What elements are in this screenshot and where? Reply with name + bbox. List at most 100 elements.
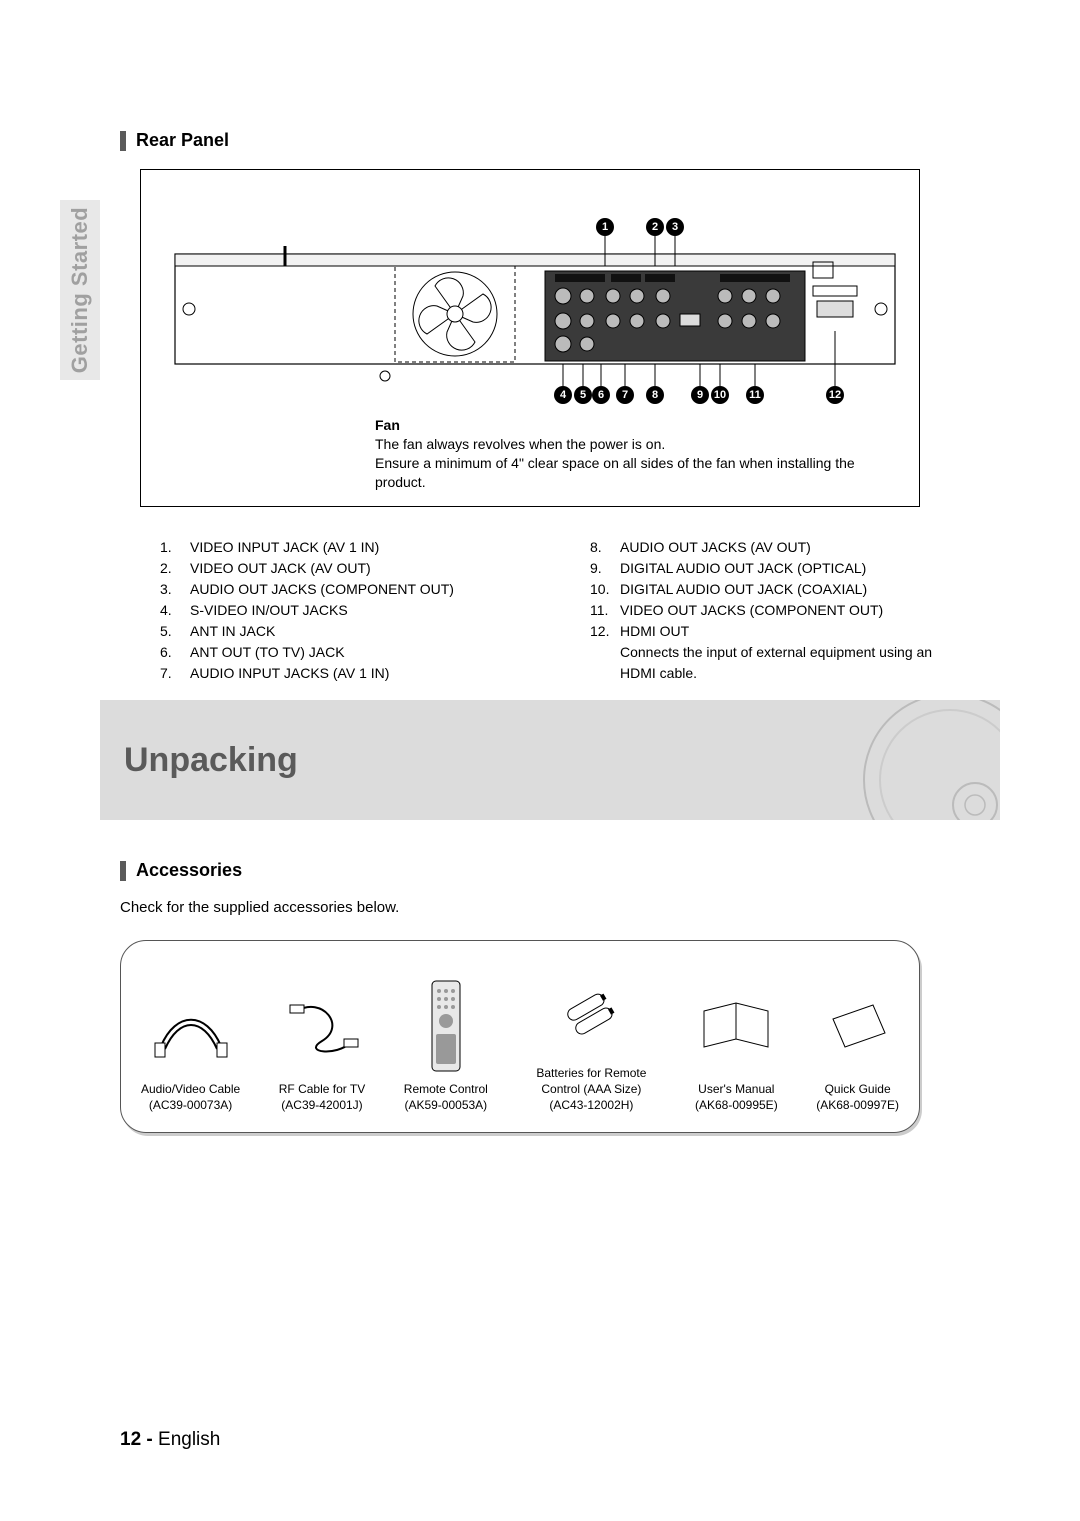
acc-name: Audio/Video Cable [141,1081,240,1097]
unpacking-band: Unpacking [100,700,1000,820]
acc-part: (AC43-12002H) [526,1097,656,1113]
jack-number: 12. [590,621,620,642]
jack-row: 7.AUDIO INPUT JACKS (AV 1 IN) [160,663,530,684]
acc-manual: User's Manual (AK68-00995E) [695,981,778,1113]
accessories-title: Accessories [136,860,242,881]
jack-number: 11. [590,600,620,621]
accessories-section: Accessories Check for the supplied acces… [120,860,1000,1133]
callout-12: 12 [826,386,844,404]
callout-1: 1 [596,218,614,236]
jack-text: Connects the input of external equipment… [620,642,960,684]
jack-number: 7. [160,663,190,684]
acc-batteries: Batteries for Remote Control (AAA Size) … [526,965,656,1114]
jack-number: 8. [590,537,620,558]
side-tab-label: Getting Started [67,207,93,373]
callout-8: 8 [646,386,664,404]
acc-rf-cable: RF Cable for TV (AC39-42001J) [279,981,365,1113]
callout-9: 9 [691,386,709,404]
jack-row: 1.VIDEO INPUT JACK (AV 1 IN) [160,537,530,558]
page-language: English [158,1429,220,1450]
callout-10: 10 [711,386,729,404]
callout-6: 6 [592,386,610,404]
jack-lists: 1.VIDEO INPUT JACK (AV 1 IN)2.VIDEO OUT … [160,537,1000,684]
accessories-intro: Check for the supplied accessories below… [120,899,1000,916]
jack-row: 5.ANT IN JACK [160,621,530,642]
jack-text: DIGITAL AUDIO OUT JACK (OPTICAL) [620,558,960,579]
acc-name: Batteries for Remote Control (AAA Size) [526,1065,656,1097]
av-cable-icon [141,981,240,1071]
side-tab: Getting Started [60,200,100,380]
jack-row: 12.HDMI OUT [590,621,960,642]
jack-number: 1. [160,537,190,558]
fan-text-1: The fan always revolves when the power i… [375,436,665,452]
jack-text: VIDEO OUT JACKS (COMPONENT OUT) [620,600,960,621]
jack-list-right: 8.AUDIO OUT JACKS (AV OUT)9.DIGITAL AUDI… [590,537,960,684]
callout-7: 7 [616,386,634,404]
callout-5: 5 [574,386,592,404]
jack-row: Connects the input of external equipment… [590,642,960,684]
acc-name: Remote Control [404,1081,488,1097]
unpacking-title: Unpacking [124,741,298,780]
accessories-box: Audio/Video Cable (AC39-00073A) RF Cable… [120,940,920,1133]
jack-number: 3. [160,579,190,600]
jack-number: 9. [590,558,620,579]
jack-list-left: 1.VIDEO INPUT JACK (AV 1 IN)2.VIDEO OUT … [160,537,530,684]
jack-number: 10. [590,579,620,600]
jack-text: ANT IN JACK [190,621,530,642]
acc-guide: Quick Guide (AK68-00997E) [816,981,899,1113]
acc-part: (AC39-42001J) [279,1097,365,1113]
jack-text: AUDIO OUT JACKS (COMPONENT OUT) [190,579,530,600]
acc-part: (AK59-00053A) [404,1097,488,1113]
jack-row: 8.AUDIO OUT JACKS (AV OUT) [590,537,960,558]
fan-text-2: Ensure a minimum of 4" clear space on al… [375,455,855,490]
rf-cable-icon [279,981,365,1071]
acc-remote: Remote Control (AK59-00053A) [404,981,488,1113]
jack-row: 2.VIDEO OUT JACK (AV OUT) [160,558,530,579]
acc-name: User's Manual [695,1081,778,1097]
jack-text: S-VIDEO IN/OUT JACKS [190,600,530,621]
rear-panel-diagram: 1 2 3 4 5 6 7 8 9 10 11 12 Fan The fan a… [140,169,920,507]
batteries-icon [526,965,656,1055]
fan-caption: Fan The fan always revolves when the pow… [165,416,895,492]
manual-icon [695,981,778,1071]
jack-row: 4.S-VIDEO IN/OUT JACKS [160,600,530,621]
jack-row: 9.DIGITAL AUDIO OUT JACK (OPTICAL) [590,558,960,579]
page-footer: 12 - English [120,1429,220,1451]
guide-icon [816,981,899,1071]
rear-panel-section: Rear Panel [120,130,1000,684]
jack-number: 5. [160,621,190,642]
callout-4: 4 [554,386,572,404]
jack-row: 3.AUDIO OUT JACKS (COMPONENT OUT) [160,579,530,600]
acc-name: Quick Guide [816,1081,899,1097]
remote-icon [404,981,488,1071]
acc-part: (AK68-00997E) [816,1097,899,1113]
jack-row: 6.ANT OUT (TO TV) JACK [160,642,530,663]
acc-part: (AK68-00995E) [695,1097,778,1113]
jack-row: 11.VIDEO OUT JACKS (COMPONENT OUT) [590,600,960,621]
jack-text: AUDIO OUT JACKS (AV OUT) [620,537,960,558]
jack-number: 2. [160,558,190,579]
jack-number: 6. [160,642,190,663]
jack-text: DIGITAL AUDIO OUT JACK (COAXIAL) [620,579,960,600]
section-header-rear-panel: Rear Panel [120,130,1000,151]
fan-label: Fan [375,417,400,433]
jack-text: AUDIO INPUT JACKS (AV 1 IN) [190,663,530,684]
acc-part: (AC39-00073A) [141,1097,240,1113]
jack-text: VIDEO INPUT JACK (AV 1 IN) [190,537,530,558]
page-number: 12 - [120,1429,153,1450]
jack-number [590,642,620,684]
acc-name: RF Cable for TV [279,1081,365,1097]
jack-row: 10.DIGITAL AUDIO OUT JACK (COAXIAL) [590,579,960,600]
callout-11: 11 [746,386,764,404]
jack-text: ANT OUT (TO TV) JACK [190,642,530,663]
section-bar [120,861,126,881]
device-drawing: 1 2 3 4 5 6 7 8 9 10 11 12 [165,206,895,406]
jack-text: HDMI OUT [620,621,960,642]
callout-3: 3 [666,218,684,236]
jack-number: 4. [160,600,190,621]
jack-text: VIDEO OUT JACK (AV OUT) [190,558,530,579]
callout-2: 2 [646,218,664,236]
section-header-accessories: Accessories [120,860,1000,881]
section-bar [120,131,126,151]
rear-panel-title: Rear Panel [136,130,229,151]
